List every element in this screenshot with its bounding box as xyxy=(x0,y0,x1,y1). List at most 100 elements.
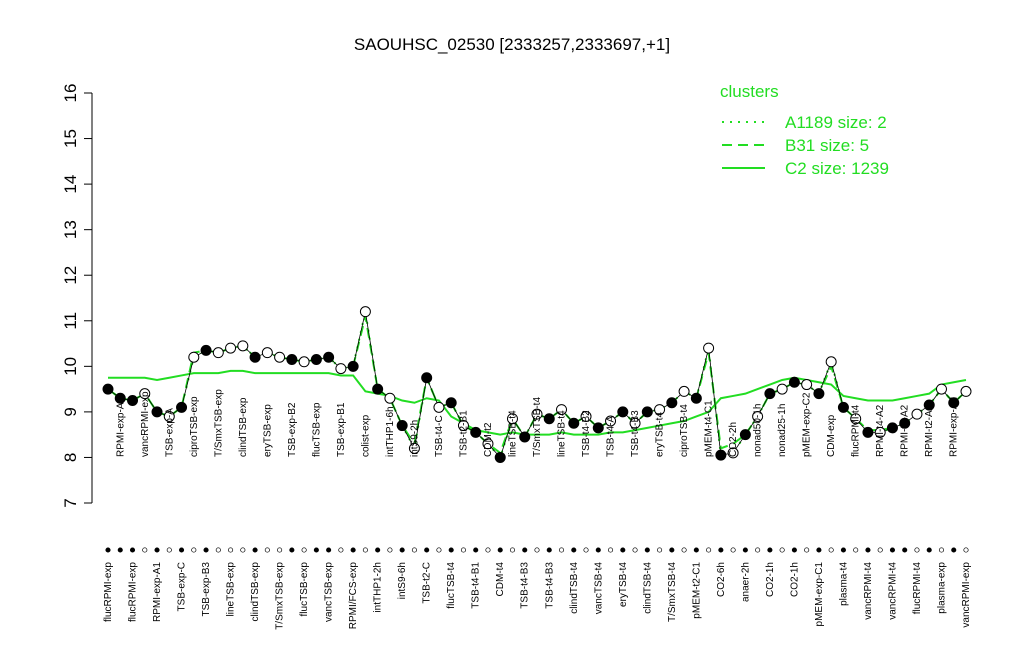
point xyxy=(212,347,224,359)
rug-point xyxy=(142,547,148,553)
rug-point xyxy=(816,547,822,553)
point xyxy=(274,351,286,363)
rug-point xyxy=(657,547,663,553)
point xyxy=(874,426,886,438)
point xyxy=(200,344,212,356)
rug-point xyxy=(129,547,136,553)
point xyxy=(139,388,151,400)
point xyxy=(261,347,273,359)
rug-point xyxy=(509,547,516,553)
y-tick-label: 14 xyxy=(61,175,80,194)
rug-point xyxy=(755,547,761,553)
x-tick-label: CDM-exp xyxy=(826,414,837,457)
point xyxy=(764,388,776,400)
point xyxy=(470,426,482,438)
x-tick-label: TSB-exp-C xyxy=(177,562,188,611)
point xyxy=(372,383,384,395)
point xyxy=(396,420,408,432)
x-tick-label: eryTSB-t4 xyxy=(618,562,629,607)
point xyxy=(556,404,568,416)
point xyxy=(690,392,702,404)
x-tick-label: pMEM-t2-C1 xyxy=(691,562,702,619)
point xyxy=(666,397,678,409)
point xyxy=(421,372,433,384)
x-tick-label: ciproTSB-t4 xyxy=(679,404,690,457)
x-tick-label: pMEM-exp-C1 xyxy=(814,562,825,627)
x-tick-label: RPMI-t2-A1 xyxy=(924,404,935,457)
y-tick-label: 10 xyxy=(61,357,80,376)
x-tick-label: CO2-6h xyxy=(716,562,727,597)
rug-point xyxy=(571,547,577,553)
point xyxy=(727,447,739,459)
x-tick-label: TSB-t4-B1 xyxy=(471,562,482,609)
x-tick-label: lineTSB-t4 xyxy=(507,410,518,457)
rug-point xyxy=(620,547,626,553)
x-tick-label: clindTSB-t4 xyxy=(569,562,580,614)
rug-point xyxy=(914,547,920,553)
rug-point xyxy=(411,547,417,553)
legend-label: B31 size: 5 xyxy=(785,136,869,155)
x-tick-label: intTHP1-2h xyxy=(373,562,384,613)
point xyxy=(506,413,518,425)
point xyxy=(935,383,947,395)
x-tick-label: TSB-t4-B2 xyxy=(581,410,592,457)
point xyxy=(605,415,617,427)
point xyxy=(825,356,837,368)
x-tick-label: TSB-t4-B3 xyxy=(544,562,555,609)
point xyxy=(408,442,420,454)
x-tick-label: vancRPMI-t4 xyxy=(887,562,898,620)
rug-point xyxy=(277,547,283,553)
x-tick-label: anaer-2h xyxy=(740,562,751,602)
point xyxy=(629,417,641,429)
rug-point xyxy=(607,547,614,553)
rug-point xyxy=(767,547,773,553)
x-tick-label: vancTSB-exp xyxy=(324,562,335,622)
rug-point xyxy=(350,547,356,553)
rug-point xyxy=(693,547,699,553)
rug-point xyxy=(289,547,295,553)
rug-point xyxy=(387,547,393,553)
x-tick-label: clindTSB-exp xyxy=(238,397,249,457)
point xyxy=(886,422,898,434)
rug-point xyxy=(460,547,467,553)
x-tick-label: RPMI/FCS-exp xyxy=(348,562,359,630)
rug-point xyxy=(399,547,405,553)
point xyxy=(617,406,629,418)
x-tick-label: flucRPMI-t4 xyxy=(851,404,862,457)
point xyxy=(102,383,114,395)
x-tick-label: intTHP1-6h xyxy=(385,406,396,457)
rug-point xyxy=(424,547,430,553)
rug-point xyxy=(583,547,589,553)
x-tick-label: TSB-exp-B1 xyxy=(336,402,347,457)
rug-point xyxy=(362,547,368,553)
point xyxy=(298,356,310,368)
rug-point xyxy=(228,547,234,553)
point xyxy=(531,408,543,420)
point xyxy=(862,426,874,438)
point xyxy=(580,410,592,422)
rug-point xyxy=(473,547,479,553)
point xyxy=(359,306,371,318)
rug-point xyxy=(877,547,883,553)
point xyxy=(703,342,715,354)
rug-point xyxy=(326,547,332,553)
x-tick-label: plasma-t4 xyxy=(838,562,849,606)
rug-point xyxy=(522,547,528,553)
y-tick-label: 12 xyxy=(61,266,80,285)
point xyxy=(114,392,126,404)
rug-point xyxy=(534,547,540,553)
point xyxy=(923,399,935,411)
point xyxy=(813,388,825,400)
x-tick-label: ciproTSB-exp xyxy=(189,396,200,457)
rug-point xyxy=(166,547,172,553)
rug-point xyxy=(742,547,748,553)
rug-point xyxy=(718,547,724,553)
point xyxy=(948,397,960,409)
x-tick-label: eryTSB-exp xyxy=(262,404,273,457)
x-tick-label: TSB-t4-C xyxy=(434,415,445,457)
point xyxy=(837,401,849,413)
x-tick-label: flucTSB-t4 xyxy=(446,562,457,609)
point xyxy=(286,354,298,365)
